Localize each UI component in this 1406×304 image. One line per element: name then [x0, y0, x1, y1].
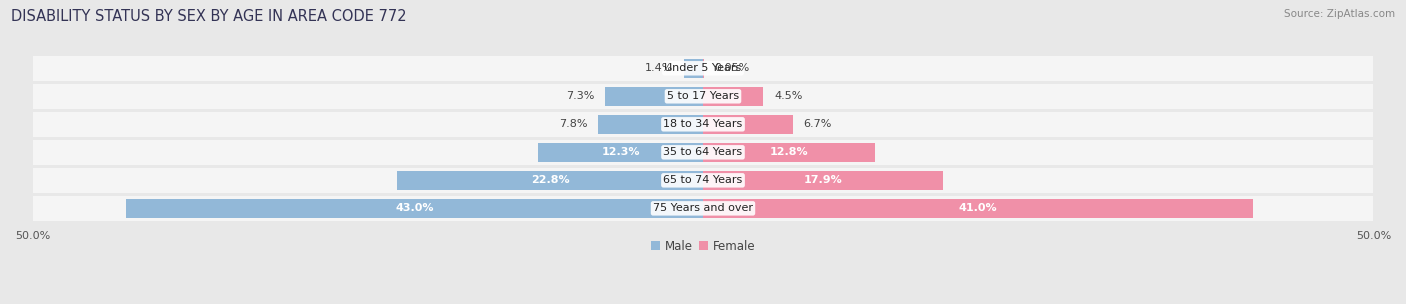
- Text: 7.3%: 7.3%: [567, 91, 595, 101]
- Text: 75 Years and over: 75 Years and over: [652, 203, 754, 213]
- Text: 65 to 74 Years: 65 to 74 Years: [664, 175, 742, 185]
- Bar: [32, 56, 1374, 81]
- Text: Under 5 Years: Under 5 Years: [665, 63, 741, 73]
- Bar: [605, 87, 703, 106]
- Text: 7.8%: 7.8%: [560, 119, 588, 129]
- Legend: Male, Female: Male, Female: [645, 235, 761, 257]
- Text: 22.8%: 22.8%: [531, 175, 569, 185]
- Bar: [703, 115, 793, 134]
- Text: Source: ZipAtlas.com: Source: ZipAtlas.com: [1284, 9, 1395, 19]
- Text: 6.7%: 6.7%: [804, 119, 832, 129]
- Bar: [599, 115, 703, 134]
- Bar: [32, 168, 1374, 193]
- Bar: [32, 84, 1374, 109]
- Bar: [32, 196, 1374, 221]
- Bar: [538, 143, 703, 162]
- Text: 35 to 64 Years: 35 to 64 Years: [664, 147, 742, 157]
- Text: 12.8%: 12.8%: [769, 147, 808, 157]
- Text: 17.9%: 17.9%: [804, 175, 842, 185]
- Bar: [685, 59, 703, 78]
- Bar: [127, 199, 703, 218]
- Bar: [703, 87, 763, 106]
- Text: 5 to 17 Years: 5 to 17 Years: [666, 91, 740, 101]
- Text: 41.0%: 41.0%: [959, 203, 997, 213]
- Text: 4.5%: 4.5%: [775, 91, 803, 101]
- Bar: [703, 199, 1253, 218]
- Text: 12.3%: 12.3%: [602, 147, 640, 157]
- Text: 0.05%: 0.05%: [714, 63, 749, 73]
- Bar: [32, 112, 1374, 136]
- Bar: [703, 143, 875, 162]
- Bar: [703, 171, 943, 190]
- Text: 1.4%: 1.4%: [645, 63, 673, 73]
- Text: 18 to 34 Years: 18 to 34 Years: [664, 119, 742, 129]
- Text: DISABILITY STATUS BY SEX BY AGE IN AREA CODE 772: DISABILITY STATUS BY SEX BY AGE IN AREA …: [11, 9, 406, 24]
- Bar: [398, 171, 703, 190]
- Text: 43.0%: 43.0%: [395, 203, 434, 213]
- Bar: [32, 140, 1374, 165]
